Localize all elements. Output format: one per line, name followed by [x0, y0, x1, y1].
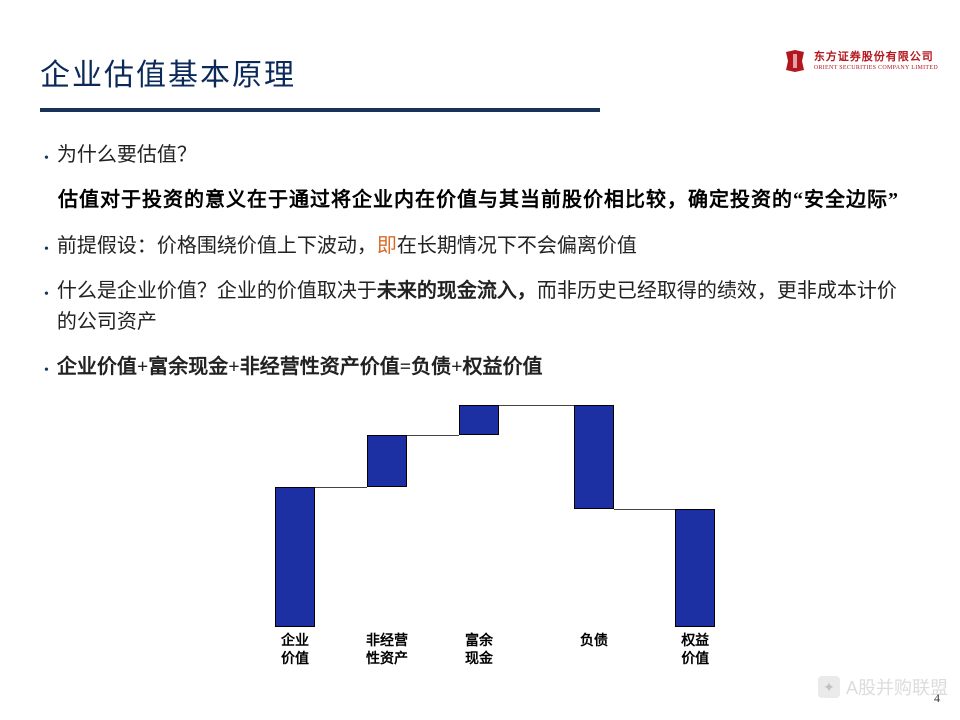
bullet-icon: • — [44, 360, 49, 382]
bullet-3: • 什么是企业价值？企业的价值取决于未来的现金流入，而非历史已经取得的绩效，更非… — [44, 276, 916, 338]
explain-bold: 企业内在价值与其当前股价相比较，确定投资的“安全边际” — [352, 189, 899, 211]
header: 企业估值基本原理 东方证券股份有限公司 ORIENT SECURITIES CO… — [0, 0, 960, 122]
page-number: 4 — [934, 691, 940, 706]
chart-label: 负债 — [564, 633, 624, 651]
chart-bar — [275, 487, 315, 627]
b3-pre: 什么是企业价值？企业的价值取决于 — [57, 280, 377, 302]
b2-highlight: 即 — [377, 235, 397, 257]
chart-bar — [367, 435, 407, 487]
logo-cn: 东方证券股份有限公司 — [814, 52, 938, 63]
chart-connector — [315, 487, 367, 488]
b2-post: 在长期情况下不会偏离价值 — [397, 235, 637, 257]
chart-connector — [407, 435, 459, 436]
title-underline — [40, 108, 600, 112]
bullet-3-text: 什么是企业价值？企业的价值取决于未来的现金流入，而非历史已经取得的绩效，更非成本… — [57, 276, 916, 338]
b3-bold: 未来的现金流入， — [377, 280, 537, 302]
chart-bar — [459, 405, 499, 435]
bullet-icon: • — [44, 148, 49, 170]
logo-icon — [782, 48, 808, 74]
bullet-1-text: 为什么要估值？ — [57, 140, 197, 171]
chart-connector — [499, 405, 574, 406]
watermark-text: A股并购联盟 — [846, 674, 948, 700]
wechat-icon: ✦ — [818, 676, 840, 698]
bullet-icon: • — [44, 239, 49, 261]
b2-pre: 前提假设：价格围绕价值上下波动， — [57, 235, 377, 257]
bullet-icon: • — [44, 284, 49, 306]
chart-label: 富余现金 — [449, 633, 509, 669]
bullet-2-text: 前提假设：价格围绕价值上下波动，即在长期情况下不会偏离价值 — [57, 231, 637, 262]
chart-bar — [675, 509, 715, 627]
bullet-1: • 为什么要估值？ — [44, 140, 916, 171]
chart-label: 非经营性资产 — [357, 633, 417, 669]
explain-line: 估值对于投资的意义在于通过将企业内在价值与其当前股价相比较，确定投资的“安全边际… — [58, 185, 916, 215]
explain-pre: 估值对于投资的意义在于通过将 — [58, 189, 352, 211]
logo-en: ORIENT SECURITIES COMPANY LIMITED — [814, 65, 938, 71]
chart-connector — [614, 509, 675, 510]
company-logo: 东方证券股份有限公司 ORIENT SECURITIES COMPANY LIM… — [782, 48, 938, 74]
chart-label: 权益价值 — [665, 633, 725, 669]
bullet-4: • 企业价值+富余现金+非经营性资产价值=负债+权益价值 — [44, 352, 916, 383]
bullet-4-text: 企业价值+富余现金+非经营性资产价值=负债+权益价值 — [57, 352, 543, 383]
waterfall-chart: 企业价值非经营性资产富余现金负债权益价值 — [245, 397, 715, 677]
content: • 为什么要估值？ 估值对于投资的意义在于通过将企业内在价值与其当前股价相比较，… — [0, 122, 960, 677]
chart-label: 企业价值 — [265, 633, 325, 669]
logo-text: 东方证券股份有限公司 ORIENT SECURITIES COMPANY LIM… — [814, 52, 938, 71]
bullet-2: • 前提假设：价格围绕价值上下波动，即在长期情况下不会偏离价值 — [44, 231, 916, 262]
watermark: ✦ A股并购联盟 — [818, 674, 948, 700]
chart-bar — [574, 405, 614, 509]
